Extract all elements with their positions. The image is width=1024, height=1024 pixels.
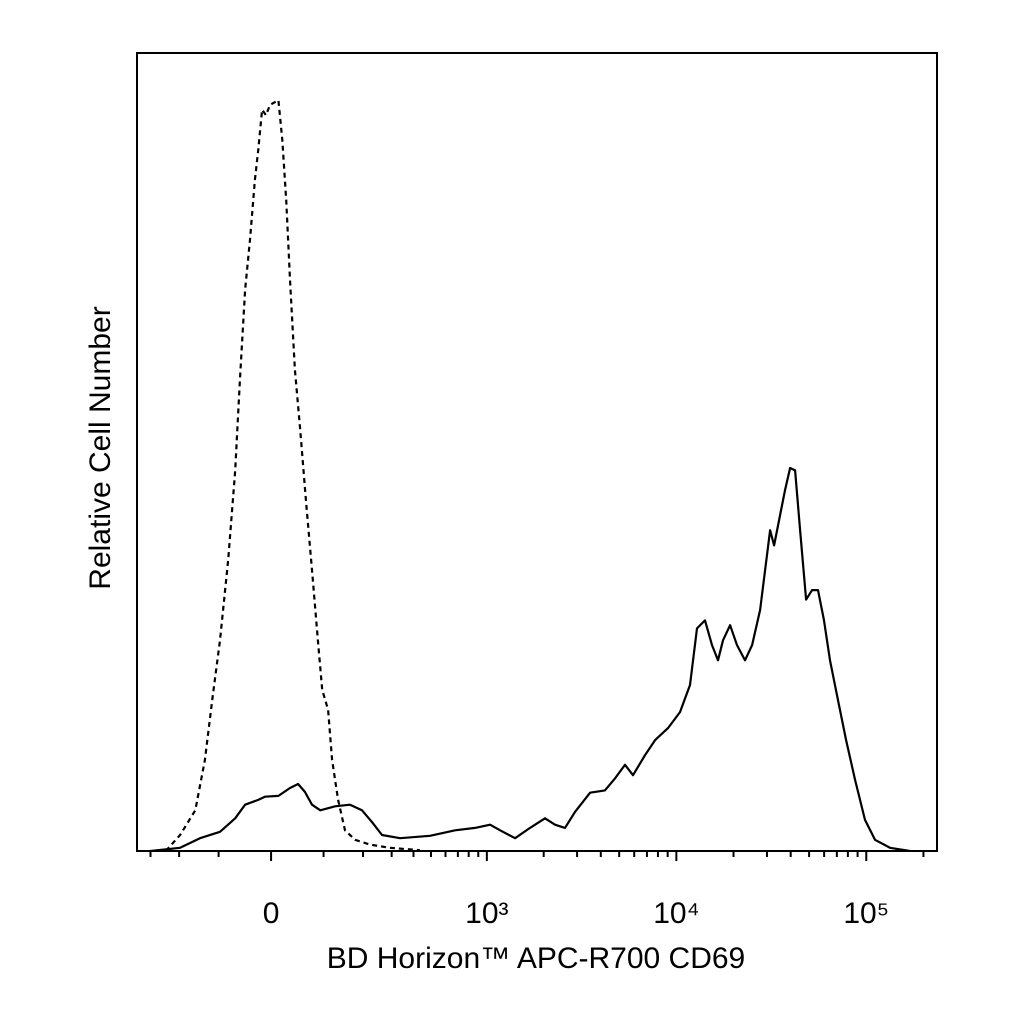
plot-frame [136,52,938,852]
histogram-line [150,466,911,853]
x-axis-label: BD Horizon™ APC-R700 CD69 [327,942,746,975]
x-tick-label: 10⁴ [653,897,699,930]
y-axis-label: Relative Cell Number [84,306,117,589]
x-tick-label: 10⁵ [843,897,889,930]
x-tick-label: 0 [263,897,280,930]
x-tick-label: 10³ [465,897,508,930]
histogram-line [164,99,420,852]
